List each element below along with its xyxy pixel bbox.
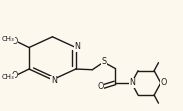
Text: N: N: [129, 78, 135, 87]
Text: O: O: [11, 71, 18, 80]
Text: N: N: [74, 42, 80, 51]
Text: N: N: [51, 76, 57, 85]
Text: CH₃: CH₃: [2, 37, 14, 43]
Text: CH₃: CH₃: [2, 74, 14, 80]
Text: S: S: [102, 57, 107, 66]
Text: O: O: [97, 82, 104, 91]
Text: O: O: [11, 37, 18, 46]
Text: O: O: [161, 78, 167, 87]
